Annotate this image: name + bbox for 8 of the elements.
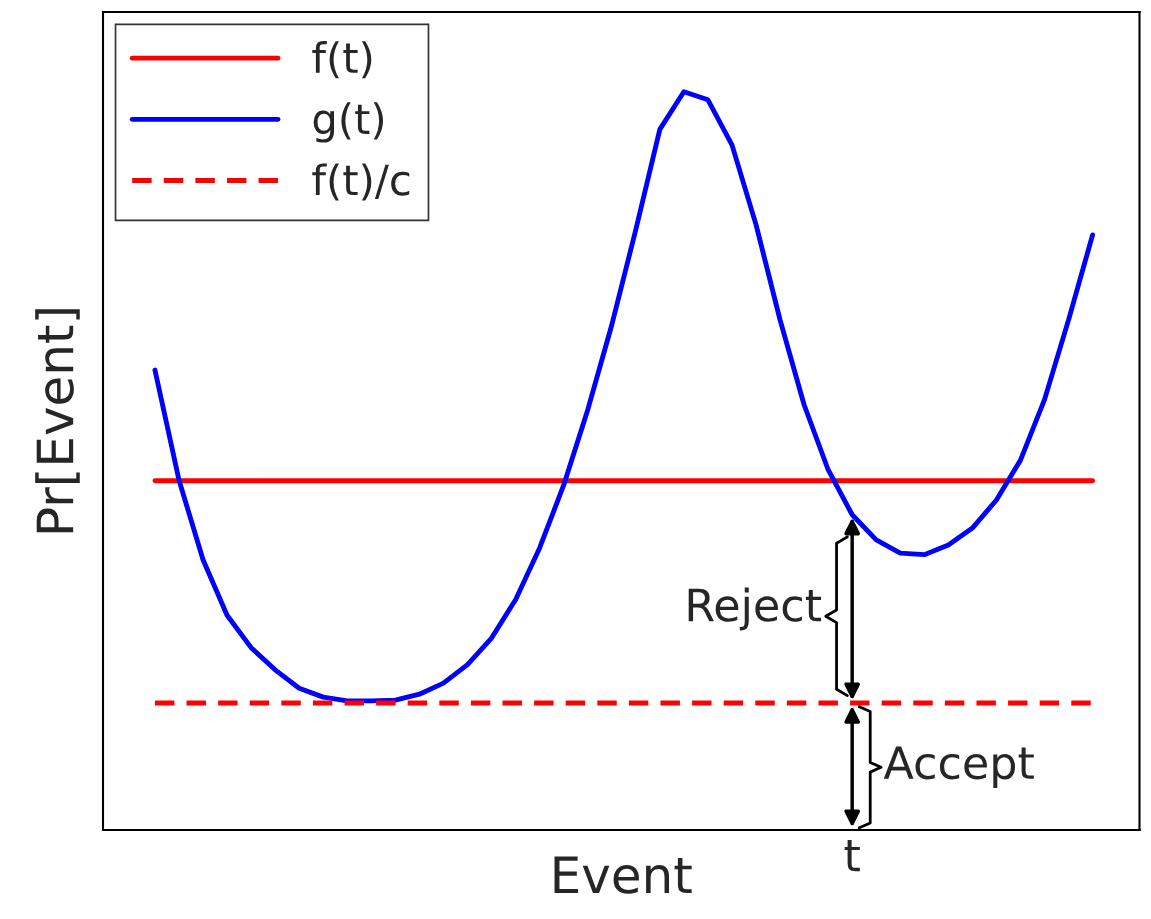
legend-label: f(t)/c xyxy=(312,163,410,201)
legend-label: g(t) xyxy=(313,102,384,143)
y-axis-title: Pr[Event] xyxy=(35,309,80,533)
legend-label: f(t) xyxy=(312,41,372,79)
annotation: Reject xyxy=(688,587,822,631)
annotation: Accept xyxy=(883,746,1034,789)
text: t xyxy=(844,839,860,872)
x-axis-title: Event xyxy=(554,856,692,894)
